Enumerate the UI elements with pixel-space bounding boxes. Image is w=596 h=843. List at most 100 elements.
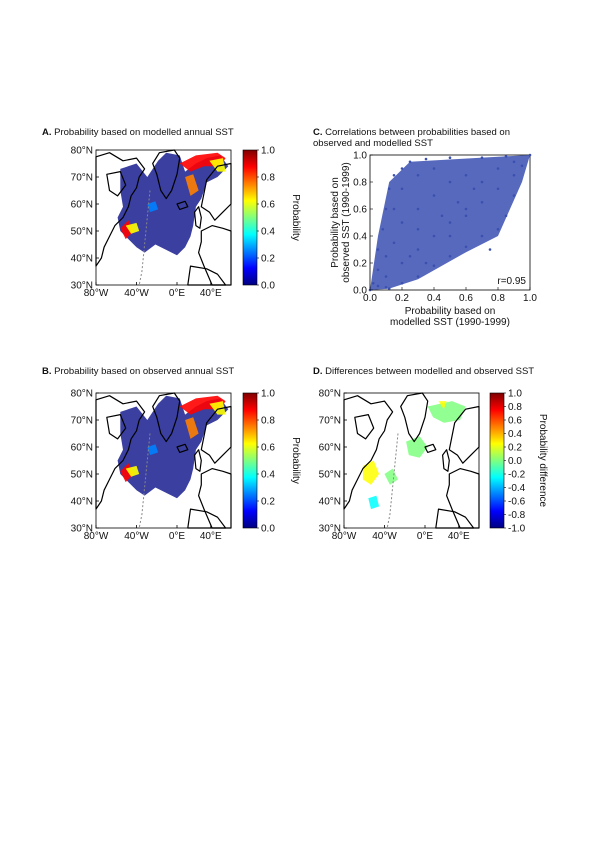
map-d-coast-northAmerica [343,395,394,510]
map-a-colorbar-bar [242,149,258,286]
scatter-point [400,187,404,191]
scatter-point [480,200,484,204]
map-a-group: 80°N 70°N 60°N 50°N 40°N 30°N80°W 40°W 0°E 40°E [71,146,232,299]
map-a-lon-label: 40°W [124,288,149,299]
map-d-gulfstream-diff-zone [362,460,380,485]
map-a-colorbar-tick-label: 1.0 [261,146,275,157]
scatter-point [496,187,500,191]
map-a-lat-label: 70°N [71,173,93,184]
map-a-coast-africa [187,265,227,286]
scatter-y-tick-label: 0.2 [353,259,367,270]
scatter-point [400,281,404,285]
scatter-point [416,227,420,231]
scatter-y-tick-label: 0.8 [353,178,367,189]
map-a-lat-label: 30°N [71,281,93,292]
map-b-colorbar-tick-label: 0.6 [261,443,275,454]
map-b-lon-label: 40°E [200,531,222,542]
scatter-point [496,227,500,231]
map-d-lat-label: 80°N [319,389,341,400]
map-a-coast-britain [194,206,202,229]
map-a-lon-label: 40°E [200,288,222,299]
map-d-colorbar-tick-label: -0.4 [508,483,526,494]
map-d-colorbar-tick-label: 0.2 [508,443,522,454]
map-b-ridge-trace [138,433,151,529]
map-b-coast-northAmerica [95,395,146,510]
map-b-colorbar-tick-label: 0.0 [261,524,275,535]
scatter-point [496,167,500,170]
scatter-point [440,214,444,218]
map-d-colorbar-label: Probability difference [537,414,548,508]
map-a-colorbar: 1.0 0.8 0.6 0.4 0.2 0.0 Probability [242,146,301,292]
map-b-lat-label: 30°N [71,524,93,535]
scatter-point [448,221,452,224]
scatter-y-tick-label: 0.4 [353,232,367,243]
map-d-iceland-diff-zone [406,436,428,458]
map-a-barents-warm-zone [209,158,226,172]
map-a-colorbar-tick-label: 0.8 [261,173,275,184]
map-d-coast-greenland [400,392,429,443]
map-d-colorbar-tick-label: 1.0 [508,389,522,400]
map-b-colorbar-tick-label: 0.8 [261,416,275,427]
scatter-point [464,207,468,211]
scatter-point [504,155,508,158]
scatter-group: 0.0 0.2 0.4 0.6 0.8 1.0 0.0 0.2 0.4 0.6 0.8 1.0 r=0.… [330,151,537,329]
map-d-barents-diff-peak [438,401,447,410]
map-b-colorbar-tick-label: 1.0 [261,389,275,400]
map-d-south-diff-zone [368,495,380,510]
scatter-point [384,254,388,258]
map-b-colorbar-bar [242,392,258,529]
map-b-coast-hudson [106,414,127,440]
scatter-point [376,248,380,251]
map-b-coast-africa [187,508,227,529]
scatter-x-tick-label: 0.0 [363,293,377,304]
scatter-point [400,167,404,170]
scatter-point [384,207,388,211]
map-a-barents-hot-zone [179,152,226,172]
map-d-coast-hudson [354,414,375,440]
map-b-coast-britain [194,449,202,472]
scatter-point [432,194,436,197]
scatter-xlabel-line2: modelled SST (1990-1999) [390,317,510,328]
map-a-lat-label: 80°N [71,146,93,157]
map-b-coast-iceland [176,443,189,453]
map-a-coast-iceland [176,200,189,210]
scatter-ylabel-line2: observed SST (1990-1999) [341,162,352,282]
map-d-lat-label: 30°N [319,524,341,535]
map-b-lat-label: 60°N [71,443,93,454]
map-d-lat-label: 40°N [319,497,341,508]
map-d-colorbar-tick-label: -0.8 [508,510,526,521]
map-b-lat-label: 50°N [71,470,93,481]
map-d-ridge-trace [386,433,399,529]
scatter-xlabel-line1: Probability based on [405,306,496,317]
map-d-frame [343,392,480,529]
map-b-norwegian-warm-zone [185,417,199,439]
map-a-colorbar-tick-label: 0.2 [261,254,275,265]
map-d-coast-iceland [424,443,437,453]
panel-d-title: D. Differences between modelled and obse… [313,366,534,377]
panel-a-title-text: Probability based on modelled annual SST [54,127,234,138]
map-d-lon-label: 40°W [372,531,397,542]
map-d-lat-label: 60°N [319,443,341,454]
panel-b-letter: B. [42,366,52,377]
panel-c-letter: C. [313,127,323,138]
map-d-colorbar-tick-label: 0.6 [508,416,522,427]
panel-c-title: C. Correlations between probabilities ba… [313,127,510,149]
map-d-lon-label: 80°W [332,531,357,542]
scatter-point [387,287,391,290]
map-a-ocean-field [117,152,229,256]
panel-c-title-line1: Correlations between probabilities based… [325,127,510,138]
scatter-x-tick-label: 0.2 [395,293,409,304]
panel-a-letter: A. [42,127,52,138]
map-b-group: 80°N 70°N 60°N 50°N 40°N 30°N80°W 40°W 0°E 40°E [71,389,232,542]
map-a-lat-label: 60°N [71,200,93,211]
map-a-lon-label: 0°E [169,288,186,299]
scatter-point [464,214,468,218]
map-d-midatlantic-diff-zone [384,468,398,485]
map-b-ocean-field [117,395,229,499]
map-a-colorbar-tick-label: 0.0 [261,281,275,292]
map-a-frame [95,149,232,286]
scatter-point [408,254,412,258]
scatter-point [432,264,436,268]
